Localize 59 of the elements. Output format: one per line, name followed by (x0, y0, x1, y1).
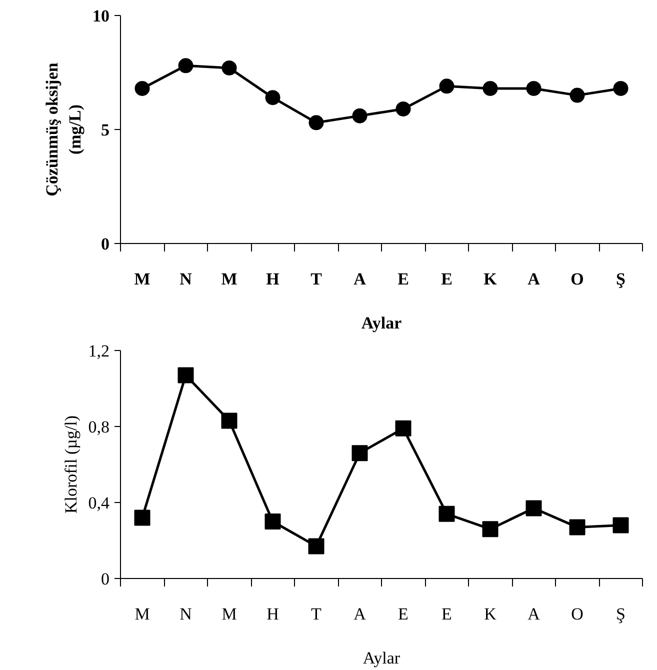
x-tick-label: M (134, 604, 150, 624)
point (569, 519, 586, 536)
x-tick-label: N (180, 604, 192, 624)
x-tick-label: K (484, 270, 498, 288)
point (482, 80, 498, 96)
x-tick-label: A (354, 604, 367, 624)
y-tick-label: 0 (101, 234, 110, 254)
point (612, 517, 629, 534)
x-tick-label: K (484, 604, 498, 624)
x-tick-label: E (442, 604, 452, 624)
x-tick-label: M (134, 270, 150, 288)
point (439, 78, 454, 94)
y-tick-label: 5 (101, 120, 110, 140)
point (395, 420, 412, 436)
y-axis-title: Çözünmüş oksijen (mg/L) (42, 62, 84, 196)
x-tick-label: A (354, 270, 367, 288)
point (438, 506, 455, 522)
point (134, 80, 150, 96)
x-tick-label: H (266, 604, 279, 624)
y-tick-label: 0 (101, 570, 110, 588)
x-tick-label: M (221, 270, 238, 288)
x-tick-label: E (398, 604, 408, 624)
point (308, 538, 324, 554)
x-tick-label: A (528, 270, 541, 288)
x-tick-label: Ş (616, 270, 626, 288)
point (526, 500, 542, 516)
x-axis-title: Aylar (362, 648, 400, 668)
point (308, 115, 324, 130)
point (221, 412, 238, 429)
x-tick-label: Ş (616, 604, 626, 624)
point (482, 521, 498, 538)
point (352, 108, 368, 124)
point (178, 367, 194, 384)
y-tick-label: 1,2 (88, 342, 110, 360)
x-tick-label: T (310, 270, 323, 288)
point (264, 514, 281, 530)
point (222, 60, 237, 76)
x-tick-label: O (571, 604, 584, 624)
point (178, 58, 194, 74)
point (134, 510, 150, 526)
x-tick-label: A (528, 604, 541, 624)
y-axis-title: Klorofil (µg/l) (61, 415, 80, 514)
point (613, 80, 628, 96)
x-tick-label: E (398, 270, 409, 288)
x-tick-label: E (441, 270, 452, 288)
point (570, 88, 585, 103)
y-tick-label: 0,8 (88, 418, 110, 436)
point (396, 101, 411, 116)
point (352, 445, 368, 462)
point (265, 90, 280, 106)
x-tick-label: M (222, 604, 237, 624)
x-tick-label: H (266, 270, 280, 288)
x-tick-label: T (311, 604, 322, 624)
x-tick-label: N (180, 270, 193, 288)
point (526, 80, 542, 96)
x-axis-title: Aylar (361, 314, 402, 332)
x-tick-label: O (570, 270, 584, 288)
y-tick-label: 0,4 (88, 494, 110, 512)
y-tick-label: 10 (92, 6, 110, 26)
